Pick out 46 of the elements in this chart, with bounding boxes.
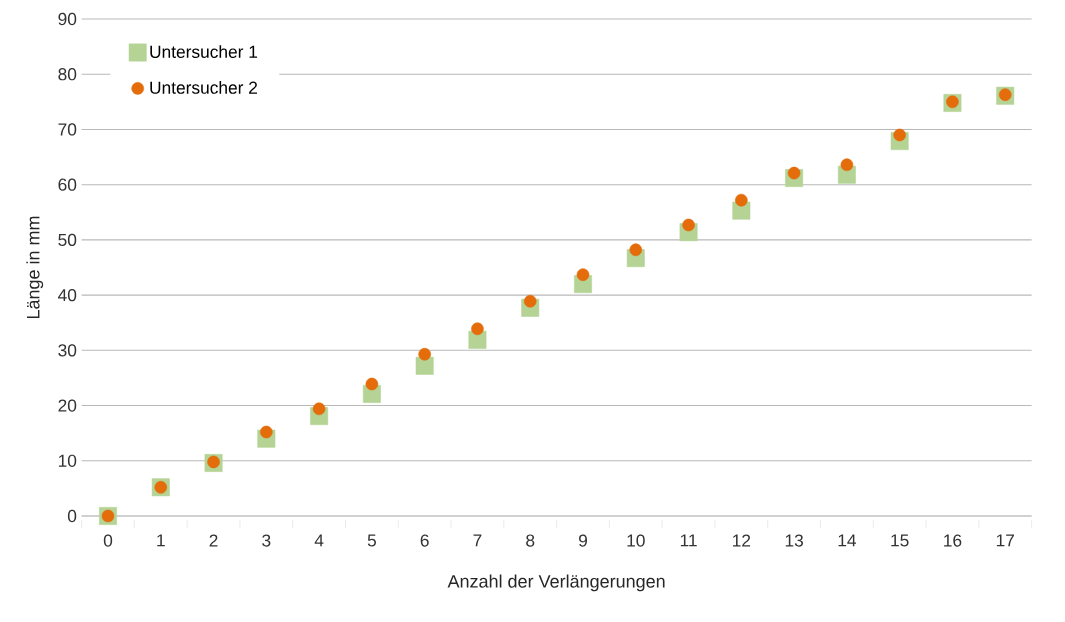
point	[418, 347, 431, 361]
x-tick-label: 10	[627, 534, 645, 547]
y-axis-title: Länge in mm	[26, 216, 44, 319]
x-tick-label: 11	[680, 534, 697, 547]
y-tick-label: 60	[58, 178, 77, 191]
x-tick-label: 2	[209, 534, 218, 547]
x-tick-label: 5	[367, 534, 376, 547]
x-tick-label: 6	[420, 534, 429, 547]
point	[260, 425, 273, 439]
point	[523, 294, 537, 308]
x-tick-label: 14	[838, 534, 857, 547]
x-tick-label: 3	[262, 534, 271, 547]
legend-label: Untersucher 2	[150, 81, 257, 94]
y-tick-label: 80	[58, 68, 77, 81]
point	[576, 268, 590, 281]
y-tick-label: 50	[58, 233, 77, 247]
point	[893, 128, 906, 142]
x-tick-label: 13	[785, 534, 803, 547]
x-tick-label: 15	[891, 534, 909, 547]
y-tick-label: 40	[58, 288, 77, 302]
point	[682, 218, 695, 232]
point	[840, 158, 854, 172]
y-tick-label: 90	[58, 12, 77, 26]
x-tick-label: 8	[526, 534, 535, 547]
y-tick-label: 70	[58, 123, 77, 136]
x-tick-label: 9	[579, 534, 588, 547]
y-tick-label: 20	[58, 399, 77, 412]
legend-label: Untersucher 1	[150, 45, 258, 58]
y-tick-label: 0	[67, 509, 77, 523]
point	[471, 322, 484, 336]
x-tick-label: 1	[157, 534, 165, 547]
x-tick-label: 16	[944, 534, 962, 547]
point	[735, 193, 748, 207]
x-tick-label: 4	[314, 534, 324, 547]
x-tick-label: 7	[473, 534, 482, 547]
x-tick-label: 0	[103, 534, 113, 547]
point	[787, 166, 801, 180]
y-tick-label: 10	[58, 454, 77, 467]
point	[998, 88, 1012, 101]
x-axis-title: Anzahl der Verlängerungen	[447, 574, 665, 592]
point	[312, 402, 326, 416]
x-tick-label: 12	[733, 534, 751, 547]
x-tick-label: 17	[996, 534, 1014, 547]
y-tick-label: 30	[58, 344, 77, 357]
point	[629, 243, 643, 257]
point	[365, 377, 379, 391]
